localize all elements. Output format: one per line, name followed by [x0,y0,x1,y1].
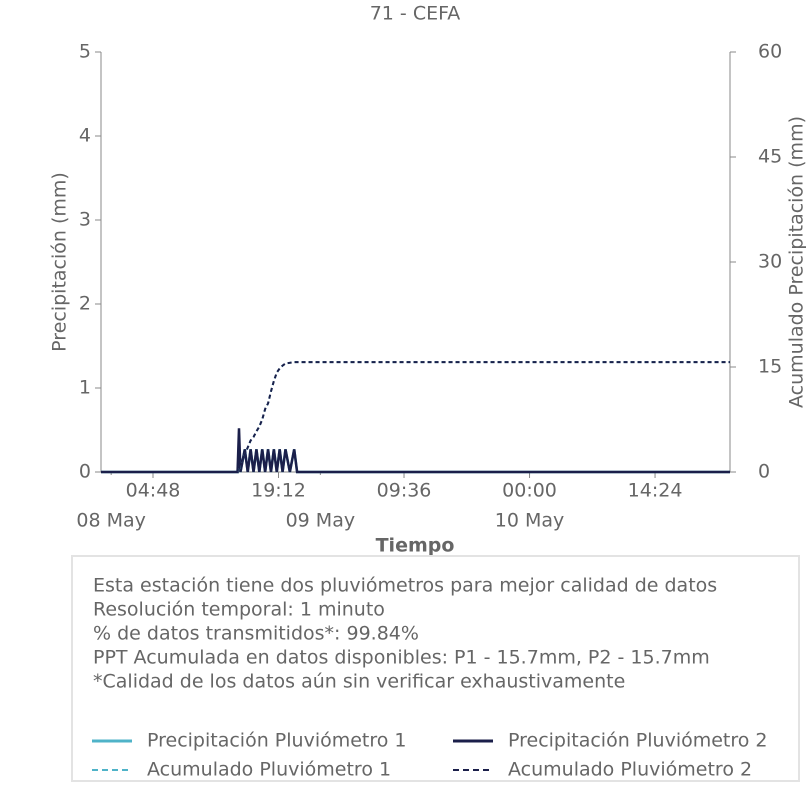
x-tick-label: 09:36 [377,480,432,502]
y-tick-label: 2 [79,293,91,315]
y-tick-label: 4 [79,125,91,147]
series-line [101,362,730,472]
x-date-label: 08 May [76,510,146,532]
legend-label: Acumulado Pluviómetro 1 [147,759,391,781]
chart-title: 71 - CEFA [370,3,461,25]
y-tick-label: 5 [79,41,91,63]
x-tick-label: 00:00 [502,480,557,502]
series-line [101,449,730,472]
y-axis-label: Precipitación (mm) [49,172,71,352]
y2-tick-label: 60 [758,41,782,63]
y2-tick-label: 0 [758,461,770,483]
info-line: *Calidad de los datos aún sin verificar … [93,671,625,693]
x-date-label: 09 May [286,510,356,532]
x-tick-label: 14:24 [628,480,683,502]
info-line: Esta estación tiene dos pluviómetros par… [93,575,717,597]
y-tick-label: 1 [79,377,91,399]
x-tick-label: 04:48 [126,480,181,502]
legend-label: Precipitación Pluviómetro 2 [508,730,768,752]
x-axis-label: Tiempo [376,535,455,557]
y-tick-label: 0 [79,461,91,483]
y2-tick-label: 15 [758,356,782,378]
y2-tick-label: 30 [758,251,782,273]
series-line [101,362,730,472]
y-tick-label: 3 [79,209,91,231]
info-line: Resolución temporal: 1 minuto [93,599,385,621]
x-tick-label: 19:12 [251,480,306,502]
info-line: PPT Acumulada en datos disponibles: P1 -… [93,647,710,669]
series-line [101,428,730,472]
info-line: % de datos transmitidos*: 99.84% [93,623,419,645]
y2-axis-label: Acumulado Precipitación (mm) [786,116,806,408]
legend-label: Acumulado Pluviómetro 2 [508,759,752,781]
legend-label: Precipitación Pluviómetro 1 [147,730,407,752]
x-date-label: 10 May [495,510,565,532]
y2-tick-label: 45 [758,146,782,168]
